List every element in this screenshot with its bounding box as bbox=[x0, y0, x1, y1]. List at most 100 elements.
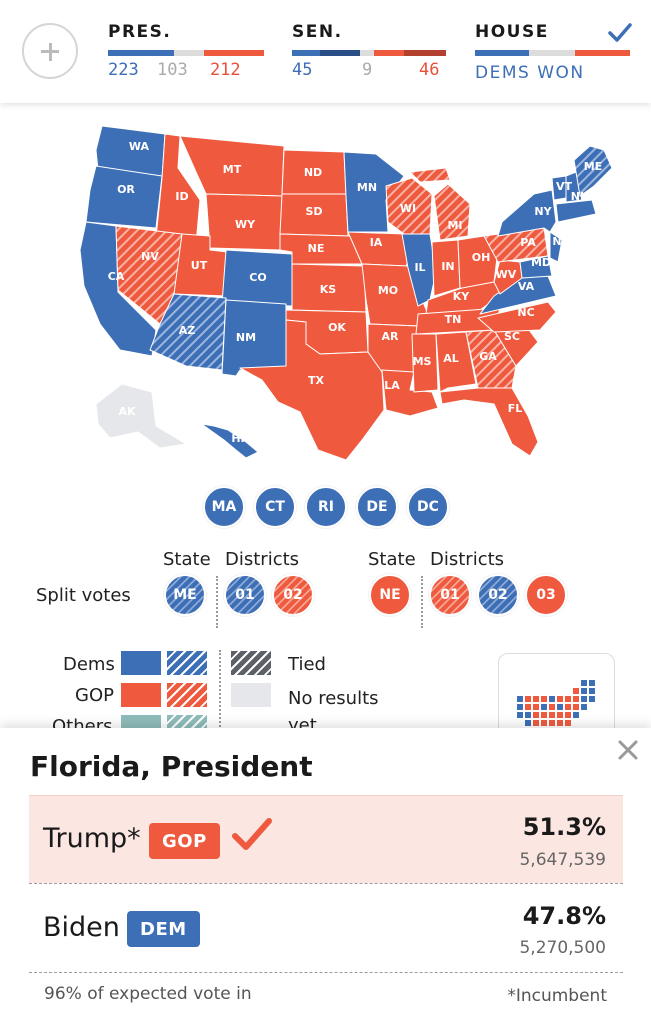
nebraska-state: NE bbox=[369, 574, 411, 616]
candidate-name: Biden bbox=[43, 912, 120, 943]
legend-dems-label: Dems bbox=[63, 654, 115, 675]
legend-tied-swatch bbox=[231, 651, 271, 675]
svg-text:MS: MS bbox=[413, 355, 432, 368]
district-circle-me-01[interactable]: 01 bbox=[224, 574, 266, 616]
legend-gop-label: GOP bbox=[75, 685, 114, 706]
svg-text:UT: UT bbox=[191, 259, 208, 272]
state-mn bbox=[343, 151, 405, 233]
legend-gop-solid bbox=[121, 683, 161, 707]
state-or bbox=[85, 165, 163, 229]
house-label: HOUSE bbox=[475, 22, 549, 42]
president-race[interactable]: PRES. 223 103 212 bbox=[108, 22, 264, 80]
president-label: PRES. bbox=[108, 22, 172, 42]
legend-dems-solid bbox=[121, 651, 161, 675]
svg-text:AK: AK bbox=[118, 405, 136, 418]
party-badge-dem: DEM bbox=[127, 911, 200, 947]
state-circle-ne[interactable]: NE bbox=[369, 574, 411, 616]
state-circle-ma[interactable]: MA bbox=[203, 486, 245, 528]
us-electoral-map[interactable]: WA OR CA ID NV MT WY UT CO AZ NM ND SD N… bbox=[0, 103, 651, 473]
district-circle-me-02[interactable]: 02 bbox=[272, 574, 314, 616]
svg-text:CA: CA bbox=[108, 270, 125, 283]
state-id bbox=[155, 133, 201, 245]
svg-text:ID: ID bbox=[175, 190, 188, 203]
state-ma-ct bbox=[555, 199, 597, 223]
svg-text:WY: WY bbox=[235, 218, 256, 231]
candidate-percent: 47.8% bbox=[522, 902, 606, 930]
svg-text:GA: GA bbox=[479, 350, 497, 363]
state-md bbox=[519, 255, 553, 279]
scoreboard-header: PRES. 223 103 212 SEN. 45 9 46 HOUSE bbox=[0, 0, 651, 103]
svg-text:KS: KS bbox=[320, 283, 337, 296]
svg-text:AR: AR bbox=[382, 330, 400, 343]
district-circle-ne-02[interactable]: 02 bbox=[477, 574, 519, 616]
senate-gop-count: 46 bbox=[419, 60, 440, 80]
maine-districts: 01 02 bbox=[224, 574, 314, 616]
svg-text:AL: AL bbox=[443, 352, 459, 365]
maine-state-heading: State bbox=[163, 549, 211, 570]
close-icon[interactable] bbox=[616, 738, 640, 762]
legend-divider bbox=[219, 650, 221, 730]
state-circle-ri[interactable]: RI bbox=[305, 486, 347, 528]
state-ga bbox=[465, 329, 517, 389]
results-panel: Florida, President Trump* GOP 51.3% 5,64… bbox=[0, 728, 651, 1024]
add-button[interactable] bbox=[22, 23, 78, 79]
district-circle-ne-01[interactable]: 01 bbox=[429, 574, 471, 616]
svg-text:TN: TN bbox=[445, 313, 462, 326]
svg-text:VA: VA bbox=[518, 280, 535, 293]
svg-text:AZ: AZ bbox=[179, 324, 196, 337]
svg-text:WI: WI bbox=[400, 202, 416, 215]
results-title: Florida, President bbox=[30, 750, 313, 783]
split-votes-label: Split votes bbox=[36, 585, 131, 606]
president-dem-count: 223 bbox=[108, 60, 139, 80]
state-me bbox=[573, 145, 613, 197]
svg-text:VT: VT bbox=[556, 180, 573, 193]
state-circle-me[interactable]: ME bbox=[164, 574, 206, 616]
house-race[interactable]: HOUSE bbox=[475, 22, 630, 56]
president-bar bbox=[108, 50, 264, 56]
svg-text:WA: WA bbox=[129, 140, 150, 153]
maine-divider bbox=[216, 576, 218, 628]
nebraska-districts: 01 02 03 bbox=[429, 574, 567, 616]
svg-text:SC: SC bbox=[504, 330, 520, 343]
nebraska-divider bbox=[421, 576, 423, 628]
svg-text:NH: NH bbox=[571, 190, 589, 203]
state-circle-ct[interactable]: CT bbox=[254, 486, 296, 528]
state-tx bbox=[239, 319, 385, 461]
state-nm bbox=[221, 299, 287, 377]
senate-dem-count: 45 bbox=[292, 60, 313, 80]
svg-text:OR: OR bbox=[117, 183, 135, 196]
legend-no-results-swatch bbox=[231, 683, 271, 707]
svg-text:MI: MI bbox=[447, 219, 462, 232]
state-ak bbox=[95, 383, 187, 449]
district-circle-ne-03[interactable]: 03 bbox=[525, 574, 567, 616]
candidate-row-biden[interactable]: Biden DEM 47.8% 5,270,500 bbox=[29, 884, 623, 973]
svg-text:HI: HI bbox=[231, 432, 244, 445]
svg-text:NJ: NJ bbox=[552, 235, 565, 248]
winner-check-icon bbox=[232, 818, 272, 850]
svg-text:MN: MN bbox=[357, 181, 377, 194]
svg-text:PA: PA bbox=[520, 236, 536, 249]
svg-text:NY: NY bbox=[534, 205, 552, 218]
senate-undecided-count: 9 bbox=[362, 60, 373, 80]
state-ms bbox=[411, 333, 439, 393]
state-circle-dc[interactable]: DC bbox=[407, 486, 449, 528]
senate-label: SEN. bbox=[292, 22, 343, 42]
svg-text:IL: IL bbox=[414, 261, 425, 274]
candidate-row-trump[interactable]: Trump* GOP 51.3% 5,647,539 bbox=[29, 795, 623, 884]
legend-tied-label: Tied bbox=[288, 654, 326, 675]
nebraska-districts-heading: Districts bbox=[430, 549, 505, 570]
svg-text:OK: OK bbox=[328, 321, 346, 334]
senate-race[interactable]: SEN. 45 9 46 bbox=[292, 22, 446, 80]
state-mi bbox=[409, 167, 471, 241]
nebraska-state-heading: State bbox=[368, 549, 416, 570]
maine-districts-heading: Districts bbox=[225, 549, 300, 570]
svg-text:MT: MT bbox=[223, 163, 242, 176]
state-nc bbox=[477, 301, 557, 333]
svg-text:IA: IA bbox=[370, 236, 383, 249]
svg-text:NC: NC bbox=[517, 306, 534, 319]
senate-bar bbox=[292, 50, 446, 56]
reporting-status: 96% of expected vote in bbox=[44, 984, 252, 1004]
svg-text:CO: CO bbox=[249, 271, 266, 284]
state-circle-de[interactable]: DE bbox=[356, 486, 398, 528]
checkmark-icon bbox=[608, 23, 632, 42]
